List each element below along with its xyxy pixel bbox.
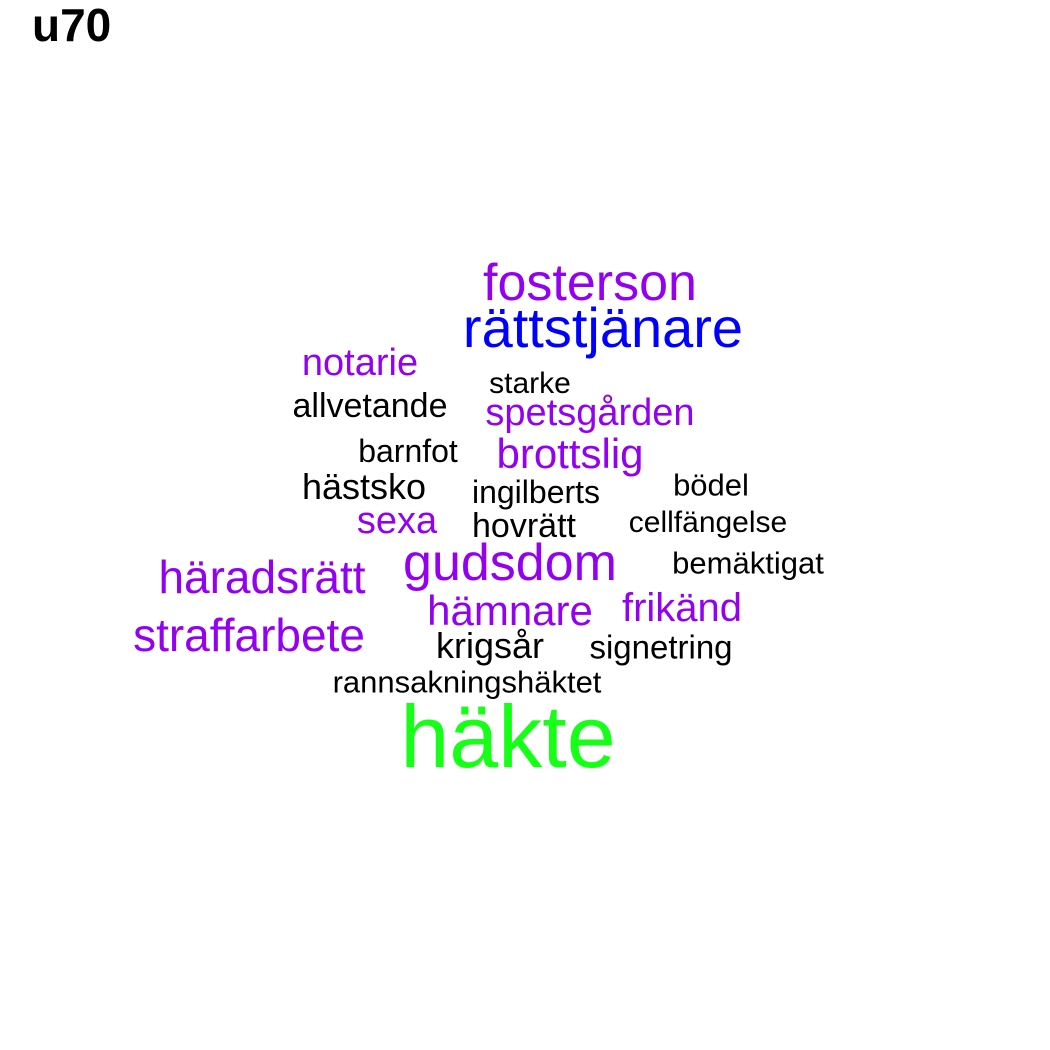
- word-gudsdom: gudsdom: [403, 534, 617, 592]
- word-cellfangelse: cellfängelse: [628, 506, 788, 539]
- word-spetsgarden: spetsgården: [485, 392, 695, 434]
- word-notarie: notarie: [301, 342, 419, 384]
- page-title: u70: [32, 0, 112, 51]
- word-sexa: sexa: [356, 500, 438, 542]
- word-barnfot: barnfot: [358, 433, 458, 469]
- word-haradsratt: häradsrätt: [158, 551, 366, 603]
- word-ingilberts: ingilberts: [471, 474, 601, 510]
- word-krigsar: krigsår: [435, 625, 545, 666]
- word-rannsakningshaktet: rannsakningshäktet: [332, 664, 602, 700]
- word-hovratt: hovrätt: [472, 507, 576, 545]
- word-hastsko: hästsko: [301, 466, 427, 507]
- word-signetring: signetring: [589, 628, 733, 666]
- word-frikand: frikänd: [621, 586, 743, 630]
- word-rattstjanare: rättstjänare: [462, 296, 744, 359]
- word-straffarbete: straffarbete: [133, 609, 365, 661]
- word-starke: starke: [489, 367, 571, 400]
- word-hakte: häkte: [400, 687, 616, 786]
- word-brottslig: brottslig: [496, 430, 644, 477]
- word-allvetande: allvetande: [292, 387, 448, 425]
- word-fosterson: fosterson: [483, 254, 697, 312]
- word-bemaktigat: bemäktigat: [672, 545, 824, 581]
- word-hamnare: hämnare: [427, 587, 593, 634]
- word-bodel: bödel: [673, 467, 749, 503]
